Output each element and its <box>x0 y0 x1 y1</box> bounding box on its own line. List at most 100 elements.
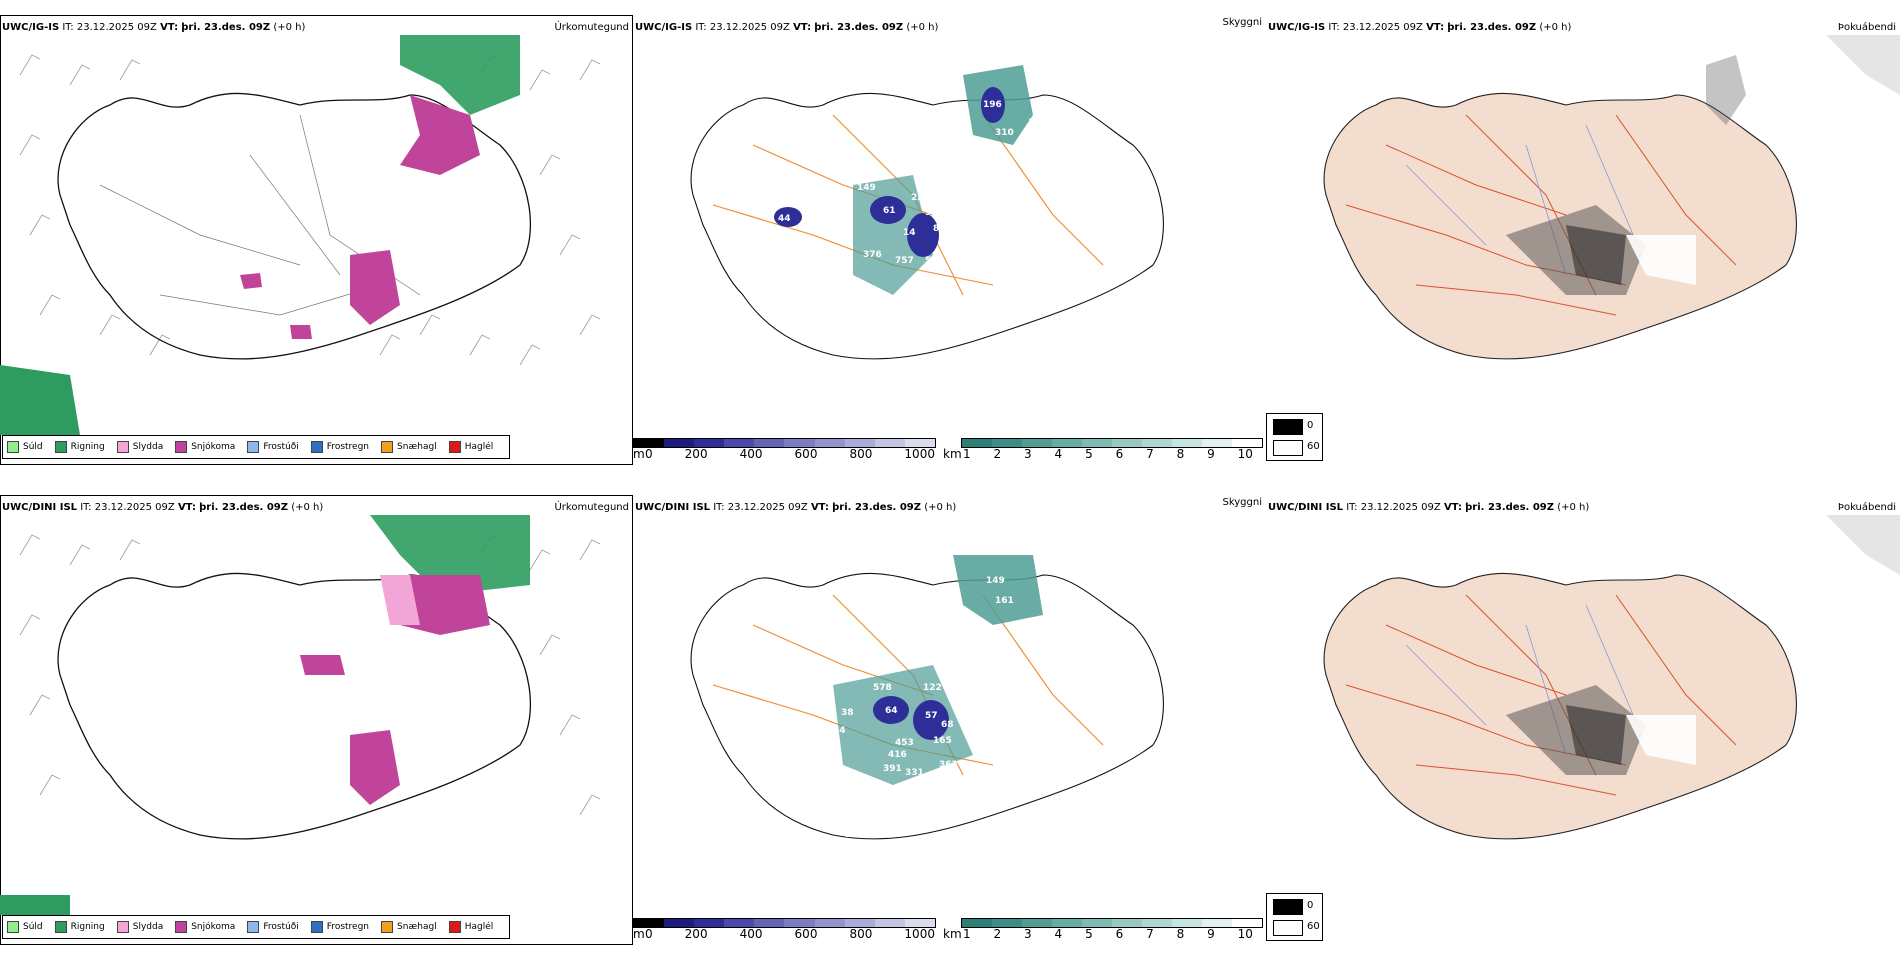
fog-panel: UWC/IG-IS IT: 23.12.2025 09Z VT: þri. 23… <box>1266 0 1900 480</box>
legend-item-rigning: Rigning <box>54 921 105 933</box>
legend-label: Frostregn <box>326 442 370 452</box>
fog-legend: 0 60 <box>1266 893 1323 941</box>
legend-swatch <box>7 441 19 453</box>
model-name: UWC/IG-IS <box>1268 22 1326 33</box>
legend-swatch <box>175 921 188 933</box>
legend-item-frostregn: Frostregn <box>310 441 370 453</box>
lead-time: (+0 h) <box>906 22 939 33</box>
parameter-label: Þokuábendi <box>1837 502 1896 513</box>
cloudbase-label: 416 <box>888 750 907 760</box>
vt-label: VT: <box>160 22 179 33</box>
tick-label: 1 <box>963 927 971 941</box>
cloudbase-colorbar <box>633 438 936 448</box>
legend-label: Súld <box>23 442 43 452</box>
wind-barbs <box>19 534 601 816</box>
parameter-label: Þokuábendi <box>1837 22 1896 33</box>
legend-swatch <box>54 441 67 453</box>
tick-label: 6 <box>1115 927 1124 941</box>
tick-label: 0 <box>645 927 653 941</box>
cloudbase-label: 165 <box>861 806 880 816</box>
tick-label: 5 <box>1085 927 1093 941</box>
lead-time: (+0 h) <box>273 22 306 33</box>
vt-label: VT: <box>810 502 829 513</box>
cloudbase-label: 19 <box>793 188 806 198</box>
cloudbase-label: 149 <box>986 576 1005 586</box>
it-label: IT: <box>713 502 725 513</box>
visibility-ticks: 1 2 3 4 5 6 7 8 9 10 <box>963 927 1253 941</box>
tick-label: 200 <box>684 447 708 461</box>
cloudbase-label: 14 <box>803 208 816 218</box>
legend-item-sudl: Súld <box>7 441 43 453</box>
precip-map <box>0 35 601 435</box>
legend-label: Frostúði <box>263 922 299 932</box>
cloudbase-ticks: 0 200 400 600 800 1000 <box>645 447 935 461</box>
vt-value: þri. 23.des. 09Z <box>1447 22 1537 33</box>
it-value: 23.12.2025 09Z <box>76 22 157 33</box>
model-name: UWC/DINI ISL <box>635 502 711 513</box>
panel-title: UWC/IG-IS IT: 23.12.2025 09Z VT: þri. 23… <box>635 22 938 33</box>
legend-item-frostregn: Frostregn <box>310 921 369 933</box>
legend-item-rigning: Rigning <box>54 441 105 453</box>
cloudbase-label: 331 <box>905 768 924 778</box>
tick-label: 10 <box>1237 447 1253 461</box>
tick-label: 600 <box>794 927 818 941</box>
fog-swatch-60 <box>1273 920 1303 936</box>
cloudbase-unit: m <box>633 927 645 941</box>
cloudbase-label: 376 <box>863 250 882 260</box>
cloudbase-label: 165 <box>933 736 952 746</box>
legend-swatch <box>310 441 323 453</box>
cloudbase-label: 38 <box>841 708 854 718</box>
cloudbase-label: 105 <box>873 126 892 136</box>
fog-legend-label: 0 <box>1307 420 1314 431</box>
visibility-ticks: 1 2 3 4 5 6 7 8 9 10 <box>963 447 1253 461</box>
cloudbase-label: 127 <box>883 153 902 163</box>
legend-label: Haglél <box>464 922 494 932</box>
legend-label: Haglél <box>464 442 494 452</box>
fog-legend-label: 0 <box>1307 900 1314 911</box>
vt-label: VT: <box>1443 502 1462 513</box>
tick-label: 1000 <box>904 447 935 461</box>
tick-label: 4 <box>1054 447 1063 461</box>
tick-label: 7 <box>1146 927 1154 941</box>
cloudbase-label: 74 <box>833 726 846 736</box>
lead-time: (+0 h) <box>924 502 957 513</box>
lead-time: (+0 h) <box>1557 502 1590 513</box>
parameter-label: Skyggni <box>1222 497 1262 508</box>
tick-label: 0 <box>645 447 653 461</box>
it-value: 23.12.2025 09Z <box>1360 502 1441 513</box>
vt-value: þri. 23.des. 09Z <box>832 502 921 513</box>
vt-value: þri. 23.des. 09Z <box>181 22 271 33</box>
cloudbase-label: 14 <box>903 228 916 238</box>
visibility-colorbar <box>961 918 1263 928</box>
it-label: IT: <box>62 22 74 33</box>
iceland-outline <box>57 92 532 360</box>
panel-frame <box>0 15 633 465</box>
vt-label: VT: <box>177 502 196 513</box>
legend-label: Slydda <box>132 442 164 452</box>
visibility-map: 149 161 84 101 109 578 122 64 57 68 453 … <box>690 555 1164 840</box>
cloudbase-label: 122 <box>923 683 942 693</box>
legend-item-slydda: Slydda <box>116 441 164 453</box>
it-value: 23.12.2025 09Z <box>727 502 808 513</box>
it-value: 23.12.2025 09Z <box>94 502 175 513</box>
cloudbase-label: 75 <box>843 800 856 810</box>
precip-map <box>0 515 601 915</box>
cloudbase-label: 22 <box>911 193 924 203</box>
panel-title: UWC/IG-IS IT: 23.12.2025 09Z VT: þri. 23… <box>2 22 305 33</box>
model-name: UWC/DINI ISL <box>1268 502 1344 513</box>
fog-swatch-0 <box>1273 899 1303 915</box>
row-dini-isl: UWC/DINI ISL IT: 23.12.2025 09Z VT: þri.… <box>0 480 1900 960</box>
legend-label: Snæhagl <box>397 442 437 452</box>
legend-item-frostudi: Frostúði <box>247 441 299 453</box>
tick-label: 9 <box>1207 927 1215 941</box>
tick-label: 400 <box>739 447 763 461</box>
tick-label: 200 <box>684 927 708 941</box>
cloudbase-label: 109 <box>899 648 918 658</box>
iceland-outline <box>690 572 1164 840</box>
panel-title: UWC/DINI ISL IT: 23.12.2025 09Z VT: þri.… <box>1268 502 1589 513</box>
legend-swatch <box>247 441 260 453</box>
tick-label: 3 <box>1024 927 1032 941</box>
tick-label: 4 <box>1054 927 1063 941</box>
cloudbase-label: 68 <box>941 720 954 730</box>
visibility-colorbar <box>961 438 1263 448</box>
